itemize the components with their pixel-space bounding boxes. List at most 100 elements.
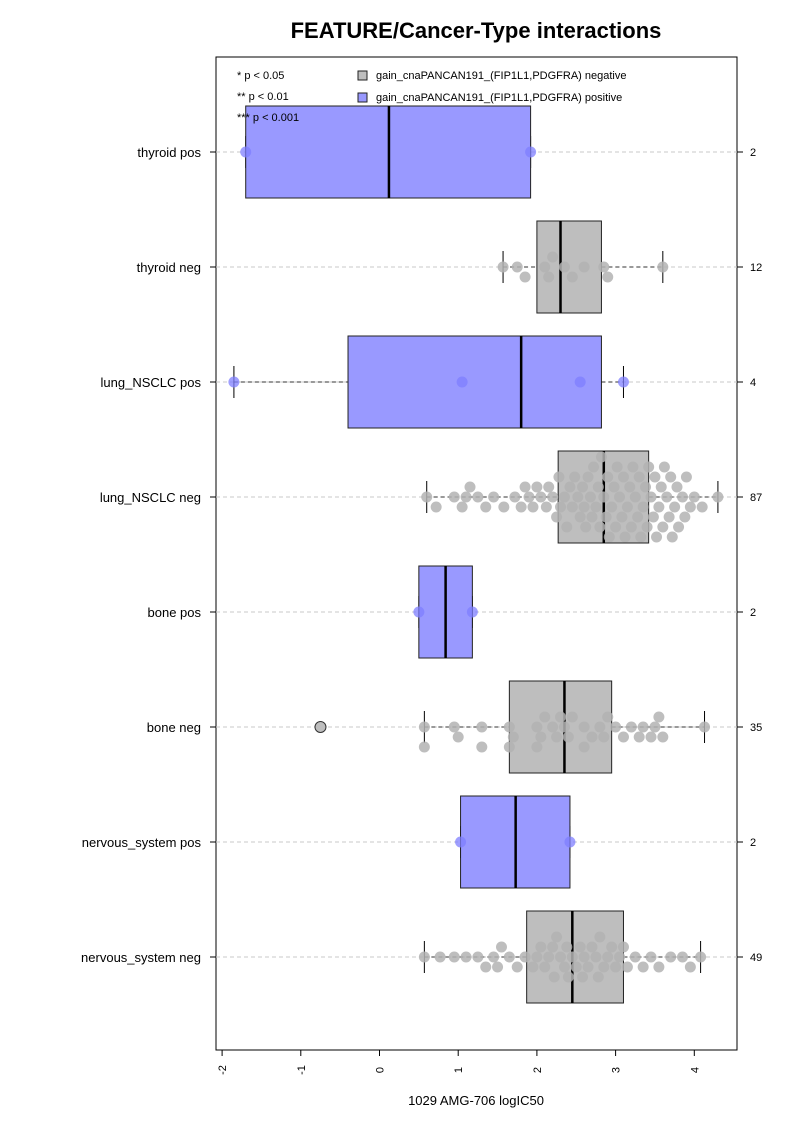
data-point	[498, 501, 510, 513]
data-point	[558, 491, 570, 503]
data-point	[625, 521, 637, 533]
data-point	[555, 951, 567, 963]
data-point	[655, 481, 667, 493]
data-point	[418, 721, 430, 733]
data-point	[553, 471, 565, 483]
data-point	[598, 961, 610, 973]
data-point	[569, 471, 581, 483]
data-point	[616, 511, 628, 523]
x-tick-label: 0	[375, 1067, 387, 1073]
data-point	[641, 521, 653, 533]
data-point	[240, 146, 252, 158]
y-tick-label: nervous_system pos	[82, 835, 202, 850]
significance-legend-entry: ** p < 0.01	[237, 91, 289, 103]
data-point	[602, 271, 614, 283]
data-point	[608, 481, 620, 493]
data-point	[531, 721, 543, 733]
data-point	[539, 711, 551, 723]
data-point	[495, 941, 507, 953]
data-point	[651, 531, 663, 543]
data-point	[448, 951, 460, 963]
data-point	[519, 951, 531, 963]
data-point	[466, 606, 478, 618]
data-point	[669, 501, 681, 513]
data-point	[460, 491, 472, 503]
data-point	[564, 836, 576, 848]
data-point	[503, 721, 515, 733]
data-point	[610, 961, 622, 973]
data-point	[519, 481, 531, 493]
data-point	[577, 971, 589, 983]
data-point	[558, 721, 570, 733]
data-point	[507, 731, 519, 743]
data-point	[543, 271, 555, 283]
data-point	[480, 961, 492, 973]
data-point	[637, 501, 649, 513]
data-point	[584, 491, 596, 503]
data-point	[637, 721, 649, 733]
data-point	[527, 501, 539, 513]
data-point	[663, 511, 675, 523]
data-point	[617, 731, 629, 743]
data-point	[640, 481, 652, 493]
data-point	[582, 471, 594, 483]
data-point	[578, 721, 590, 733]
data-point	[566, 501, 578, 513]
data-point	[624, 481, 636, 493]
data-point	[592, 971, 604, 983]
group-lung_NSCLC-neg: lung_NSCLC neg 87	[100, 450, 762, 544]
data-point	[476, 741, 488, 753]
data-point	[658, 461, 670, 473]
data-point	[578, 741, 590, 753]
legend: * p < 0.05 ** p < 0.01 *** p < 0.001 gain_c…	[237, 70, 626, 124]
data-point	[595, 451, 607, 463]
data-point	[525, 146, 537, 158]
data-point	[456, 501, 468, 513]
group-thyroid-pos: thyroid pos 2	[137, 105, 756, 199]
data-point	[676, 491, 688, 503]
data-point	[566, 271, 578, 283]
data-point	[673, 521, 685, 533]
data-point	[555, 711, 567, 723]
data-point	[699, 721, 711, 733]
group-count: 35	[750, 722, 762, 734]
data-point	[619, 531, 631, 543]
data-point	[519, 271, 531, 283]
group-count: 2	[750, 607, 756, 619]
data-point	[647, 511, 659, 523]
data-point	[488, 491, 500, 503]
data-point	[566, 711, 578, 723]
data-point	[649, 721, 661, 733]
data-point	[606, 941, 618, 953]
data-point	[503, 951, 515, 963]
data-point	[653, 501, 665, 513]
data-point	[562, 971, 574, 983]
x-tick-label: 4	[689, 1067, 701, 1073]
chart-title: FEATURE/Cancer-Type interactions	[291, 18, 662, 43]
data-point	[540, 501, 552, 513]
data-point	[614, 951, 626, 963]
significance-legend-entry: *** p < 0.001	[237, 112, 299, 124]
data-point	[625, 721, 637, 733]
data-point	[657, 731, 669, 743]
group-count: 49	[750, 952, 762, 964]
group-bone-pos: bone pos 2	[148, 565, 756, 659]
group-count: 87	[750, 492, 762, 504]
data-point	[684, 961, 696, 973]
data-point	[413, 606, 425, 618]
data-point	[527, 961, 539, 973]
data-point	[421, 491, 433, 503]
data-point	[633, 471, 645, 483]
data-point	[603, 531, 615, 543]
data-point	[594, 931, 606, 943]
data-point	[515, 501, 527, 513]
data-point	[671, 481, 683, 493]
data-point	[665, 951, 677, 963]
data-point	[666, 531, 678, 543]
data-point	[594, 721, 606, 733]
data-point	[551, 931, 563, 943]
plot-frame	[215, 56, 738, 1051]
data-point	[632, 511, 644, 523]
data-point	[586, 731, 598, 743]
